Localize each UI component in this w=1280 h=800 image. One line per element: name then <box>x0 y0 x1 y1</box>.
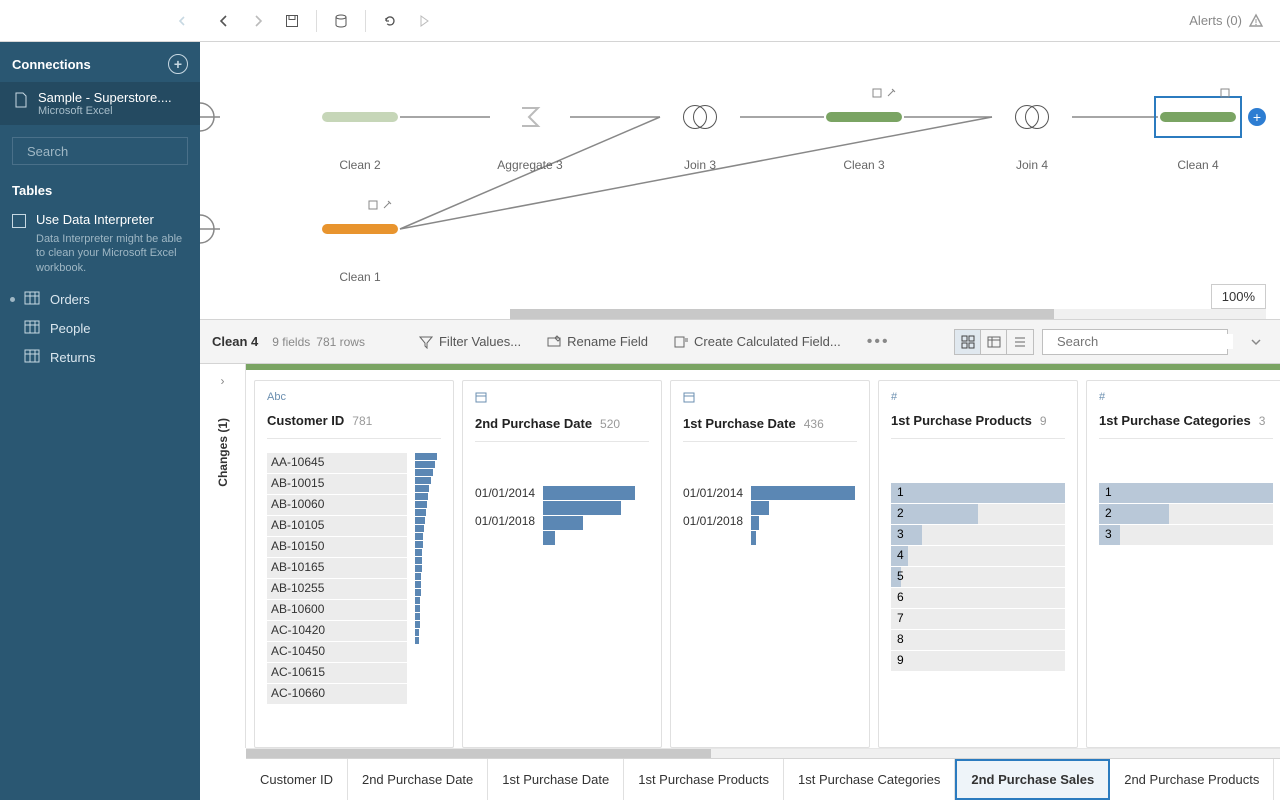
interpreter-help: Data Interpreter might be able to clean … <box>0 232 200 285</box>
sidebar-search-input[interactable] <box>27 144 203 159</box>
table-item[interactable]: Returns <box>0 343 200 372</box>
field-card[interactable]: # 1st Purchase Categories3 123 <box>1086 380 1280 748</box>
flow-node-clean4[interactable]: Clean 4 <box>1148 102 1248 172</box>
grid-view-button[interactable] <box>981 330 1007 354</box>
step-name: Clean 4 <box>212 334 258 349</box>
flow-h-scrollbar[interactable] <box>510 309 1266 319</box>
sidebar-search[interactable] <box>12 137 188 165</box>
datagrid-tabs: Customer ID2nd Purchase Date1st Purchase… <box>246 758 1280 800</box>
connection-item[interactable]: Sample - Superstore.... Microsoft Excel <box>0 82 200 125</box>
collapse-sidebar-icon[interactable] <box>176 15 188 27</box>
add-connection-button[interactable]: + <box>168 54 188 74</box>
field-card[interactable]: Abc Customer ID781 AA-10645AB-10015AB-10… <box>254 380 454 748</box>
interpreter-label: Use Data Interpreter <box>36 212 154 227</box>
more-options-button[interactable]: ••• <box>861 329 896 355</box>
datagrid-h-scrollbar[interactable] <box>246 748 1280 758</box>
field-type-icon: Abc <box>267 391 441 403</box>
calc-icon <box>674 335 688 349</box>
interpreter-checkbox[interactable] <box>12 214 26 228</box>
flow-node-clean1[interactable]: Clean 1 <box>310 214 410 284</box>
rename-field-button[interactable]: Rename Field <box>541 330 654 353</box>
profile-toolbar: Clean 4 9 fields 781 rows Filter Values.… <box>200 320 1280 364</box>
run-button[interactable] <box>408 5 440 37</box>
flow-canvas[interactable]: Clean 2 Aggregate 3 Join 3 Clean 3 Join 4 Cle… <box>200 42 1280 320</box>
table-item[interactable]: People <box>0 314 200 343</box>
connection-subtitle: Microsoft Excel <box>38 105 188 117</box>
table-item[interactable]: Orders <box>0 285 200 314</box>
changes-panel[interactable]: › Changes (1) <box>200 364 246 748</box>
flow-node-clean3[interactable]: Clean 3 <box>814 102 914 172</box>
field-type-icon: # <box>891 391 1065 403</box>
file-icon <box>14 92 28 111</box>
alerts-label: Alerts (0) <box>1189 13 1242 28</box>
data-interpreter-row[interactable]: Use Data Interpreter <box>0 204 200 232</box>
datagrid-tab[interactable]: 1st Purchase Categories <box>784 759 955 800</box>
chevron-right-icon[interactable]: › <box>221 374 225 388</box>
content-area: Clean 2 Aggregate 3 Join 3 Clean 3 Join 4 Cle… <box>200 42 1280 800</box>
datagrid-tab[interactable]: 1st Purchase Products <box>624 759 784 800</box>
sidebar: Connections + Sample - Superstore.... Mi… <box>0 42 200 800</box>
filter-values-button[interactable]: Filter Values... <box>413 330 527 353</box>
connections-header: Connections <box>12 57 91 72</box>
profile-pane: › Changes (1) Abc Customer ID781 AA-1064… <box>200 364 1280 748</box>
field-card[interactable]: # 1st Purchase Products9 123456789 <box>878 380 1078 748</box>
datagrid-tab[interactable]: Customer ID <box>246 759 348 800</box>
add-step-button[interactable]: + <box>1248 108 1266 126</box>
fields-count: 9 fields <box>272 335 310 349</box>
refresh-button[interactable] <box>374 5 406 37</box>
flow-node-join4[interactable]: Join 4 <box>982 102 1082 172</box>
save-button[interactable] <box>276 5 308 37</box>
tables-header: Tables <box>0 177 200 204</box>
filter-icon <box>419 335 433 349</box>
flow-node-join3[interactable]: Join 3 <box>650 102 750 172</box>
chevron-down-icon[interactable] <box>1250 336 1262 348</box>
field-card[interactable]: 2nd Purchase Date520 01/01/201401/01/201… <box>462 380 662 748</box>
flow-node-clean2[interactable]: Clean 2 <box>310 102 410 172</box>
profile-view-button[interactable] <box>955 330 981 354</box>
rename-icon <box>547 335 561 349</box>
zoom-level[interactable]: 100% <box>1211 284 1266 309</box>
table-icon <box>24 291 40 308</box>
changes-label: Changes (1) <box>216 418 230 487</box>
database-button[interactable] <box>325 5 357 37</box>
datagrid-tab[interactable]: 2nd Purchase Products <box>1110 759 1274 800</box>
alerts-indicator[interactable]: Alerts (0) <box>1189 13 1272 29</box>
field-type-icon <box>475 391 649 406</box>
datagrid-tab[interactable]: 2nd Purchase Date <box>348 759 488 800</box>
table-icon <box>24 320 40 337</box>
alert-icon <box>1248 13 1264 29</box>
flow-node-agg3[interactable]: Aggregate 3 <box>480 102 580 172</box>
datagrid-tab[interactable]: 1st Purchase Date <box>488 759 624 800</box>
field-type-icon <box>683 391 857 406</box>
table-icon <box>24 349 40 366</box>
forward-button[interactable] <box>242 5 274 37</box>
profile-search-input[interactable] <box>1057 334 1233 349</box>
datagrid-tab[interactable]: 2nd Purchase Sales <box>955 759 1110 800</box>
profile-search[interactable] <box>1042 329 1228 355</box>
field-type-icon: # <box>1099 391 1273 403</box>
view-mode-toggle <box>954 329 1034 355</box>
list-view-button[interactable] <box>1007 330 1033 354</box>
connection-title: Sample - Superstore.... <box>38 90 188 105</box>
rows-count: 781 rows <box>316 335 365 349</box>
back-button[interactable] <box>208 5 240 37</box>
field-card[interactable]: 1st Purchase Date436 01/01/201401/01/201… <box>670 380 870 748</box>
datagrid-tab[interactable]: 2nd Purchase Categ <box>1274 759 1280 800</box>
create-calc-button[interactable]: Create Calculated Field... <box>668 330 847 353</box>
